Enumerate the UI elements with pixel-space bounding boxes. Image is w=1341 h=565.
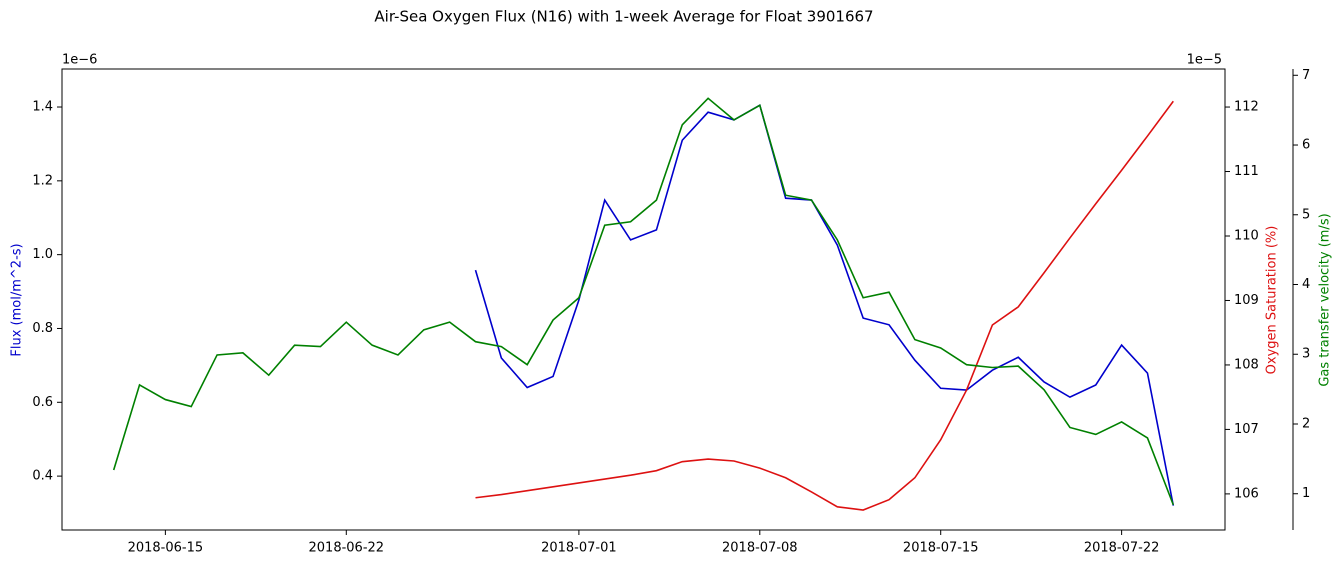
y2-tick-label: 111 (1234, 164, 1259, 179)
y2-tick-label: 110 (1234, 228, 1259, 243)
chart-title: Air-Sea Oxygen Flux (N16) with 1-week Av… (374, 8, 873, 26)
x-tick-label: 2018-06-15 (128, 541, 204, 556)
y-tick-label: 1.2 (32, 173, 53, 188)
series-line (112, 97, 1175, 506)
x-tick-label: 2018-07-15 (903, 541, 979, 556)
x-tick-label: 2018-06-22 (309, 541, 385, 556)
x-tick-label: 2018-07-08 (722, 541, 798, 556)
y-offset-text: 1e−6 (62, 53, 97, 68)
y2-tick-label: 106 (1234, 486, 1259, 501)
y3-tick-label: 6 (1302, 138, 1310, 153)
y2-tick-label: 108 (1234, 357, 1259, 372)
y2-offset-text: 1e−5 (1187, 53, 1222, 68)
y2-axis-label: Oxygen Saturation (%) (1265, 226, 1280, 375)
y-tick-label: 0.8 (32, 321, 53, 336)
plot-frame (61, 68, 1226, 531)
y-tick-label: 1.4 (32, 100, 53, 115)
y2-tick-label: 107 (1234, 422, 1259, 437)
y2-tick-label: 112 (1234, 100, 1259, 115)
y-axis-label: Flux (mol/m^2-s) (10, 243, 25, 356)
y3-tick-label: 3 (1302, 347, 1310, 362)
series-line (475, 100, 1174, 511)
y-tick-label: 1.0 (32, 247, 53, 262)
series-line (474, 103, 1175, 506)
y3-tick-label: 1 (1302, 486, 1310, 501)
y3-tick-label: 4 (1302, 277, 1310, 292)
y3-tick-label: 5 (1302, 207, 1310, 222)
y-tick-label: 0.4 (32, 469, 53, 484)
y2-tick-label: 109 (1234, 293, 1259, 308)
y-tick-label: 0.6 (32, 395, 53, 410)
x-tick-label: 2018-07-01 (541, 541, 617, 556)
y3-tick-label: 7 (1302, 68, 1310, 83)
y3-tick-label: 2 (1302, 416, 1310, 431)
y3-axis-label: Gas transfer velocity (m/s) (1318, 213, 1333, 386)
x-tick-label: 2018-07-22 (1084, 541, 1160, 556)
